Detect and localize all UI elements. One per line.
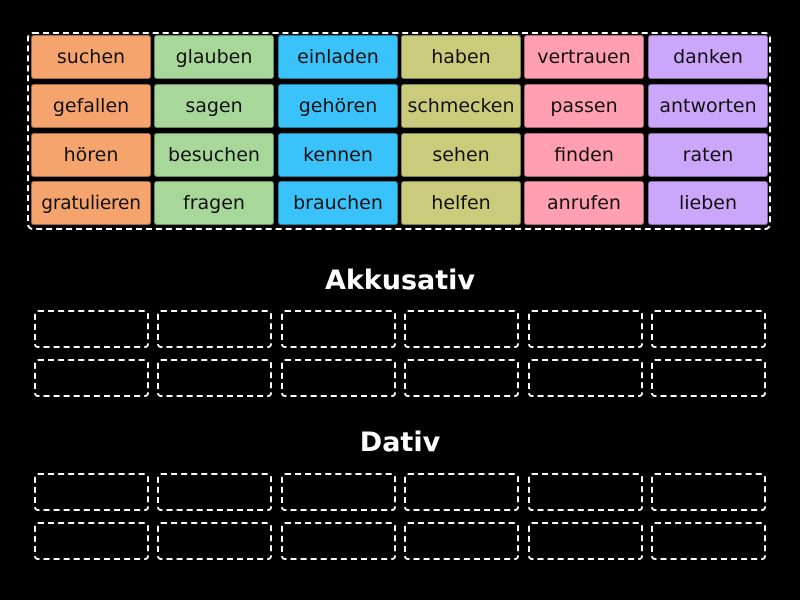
word-tile[interactable]: schmecken — [401, 84, 521, 128]
word-tile[interactable]: einladen — [278, 35, 398, 79]
word-tile[interactable]: haben — [401, 35, 521, 79]
drop-slot-dativ[interactable] — [157, 522, 272, 560]
word-bank — [27, 32, 771, 230]
drop-slot-dativ[interactable] — [34, 473, 149, 511]
drop-slot-akkusativ[interactable] — [528, 310, 643, 348]
word-tile[interactable]: suchen — [31, 35, 151, 79]
drop-slot-dativ[interactable] — [528, 522, 643, 560]
drop-slot-akkusativ[interactable] — [651, 359, 766, 397]
word-tile[interactable]: raten — [648, 133, 768, 177]
word-tile[interactable]: fragen — [154, 181, 274, 225]
word-tile[interactable]: gefallen — [31, 84, 151, 128]
drop-slot-dativ[interactable] — [651, 473, 766, 511]
drop-slot-akkusativ[interactable] — [528, 359, 643, 397]
word-tile[interactable]: glauben — [154, 35, 274, 79]
drop-slot-dativ[interactable] — [404, 473, 519, 511]
drop-slot-dativ[interactable] — [281, 522, 396, 560]
drop-slot-dativ[interactable] — [157, 473, 272, 511]
word-tile[interactable]: finden — [524, 133, 644, 177]
word-tile[interactable]: lieben — [648, 181, 768, 225]
word-tile[interactable]: gehören — [278, 84, 398, 128]
word-tile[interactable]: danken — [648, 35, 768, 79]
drop-slot-akkusativ[interactable] — [34, 359, 149, 397]
word-tile[interactable]: brauchen — [278, 181, 398, 225]
drop-slot-dativ[interactable] — [651, 522, 766, 560]
drop-slot-dativ[interactable] — [528, 473, 643, 511]
word-tile[interactable]: hören — [31, 133, 151, 177]
word-tile[interactable]: gratulieren — [31, 181, 151, 225]
category-title-akkusativ: Akkusativ — [324, 265, 476, 296]
drop-slot-akkusativ[interactable] — [281, 359, 396, 397]
drop-slot-akkusativ[interactable] — [157, 310, 272, 348]
drop-slot-dativ[interactable] — [281, 473, 396, 511]
drop-slot-akkusativ[interactable] — [651, 310, 766, 348]
word-tile[interactable]: sehen — [401, 133, 521, 177]
drop-slot-akkusativ[interactable] — [34, 310, 149, 348]
drop-slot-akkusativ[interactable] — [404, 359, 519, 397]
drop-slot-dativ[interactable] — [34, 522, 149, 560]
word-tile[interactable]: passen — [524, 84, 644, 128]
category-title-dativ: Dativ — [359, 427, 441, 458]
word-tile[interactable]: sagen — [154, 84, 274, 128]
drop-slot-akkusativ[interactable] — [157, 359, 272, 397]
word-tile[interactable]: besuchen — [154, 133, 274, 177]
word-tile[interactable]: vertrauen — [524, 35, 644, 79]
word-tile[interactable]: kennen — [278, 133, 398, 177]
drop-slot-akkusativ[interactable] — [404, 310, 519, 348]
word-tile[interactable]: antworten — [648, 84, 768, 128]
word-tile[interactable]: anrufen — [524, 181, 644, 225]
drop-slot-dativ[interactable] — [404, 522, 519, 560]
drop-slot-akkusativ[interactable] — [281, 310, 396, 348]
word-tile[interactable]: helfen — [401, 181, 521, 225]
